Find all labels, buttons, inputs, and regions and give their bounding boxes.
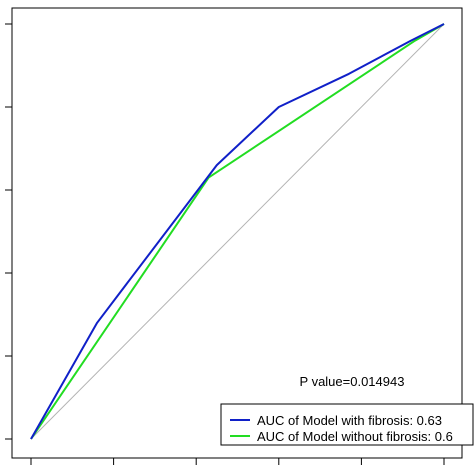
reference-layer (30, 23, 445, 440)
annotation-layer: P value=0.014943 (300, 374, 405, 389)
legend-box (220, 403, 474, 446)
axes-layer (5, 7, 463, 465)
plot-frame (11, 7, 463, 459)
roc-line-with-fibrosis (30, 23, 445, 440)
legend: AUC of Model with fibrosis: 0.63 AUC of … (220, 403, 474, 446)
p-value-annotation: P value=0.014943 (300, 374, 405, 389)
series-layer (30, 23, 445, 440)
legend-label-with-fibrosis: AUC of Model with fibrosis: 0.63 (257, 413, 442, 428)
reference-diagonal (30, 23, 445, 440)
legend-label-without-fibrosis: AUC of Model without fibrosis: 0.6 (257, 429, 453, 444)
